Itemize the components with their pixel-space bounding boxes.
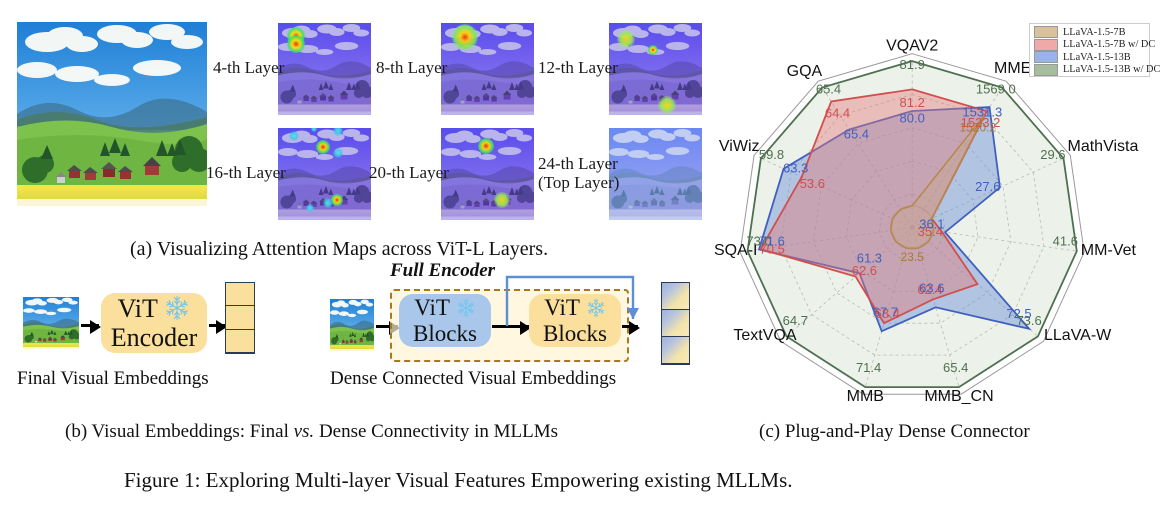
svg-text:MathVista: MathVista xyxy=(1068,138,1139,155)
svg-text:23.5: 23.5 xyxy=(901,250,925,264)
svg-text:67.7: 67.7 xyxy=(873,304,898,319)
svg-text:65.4: 65.4 xyxy=(844,127,869,142)
svg-text:GQA: GQA xyxy=(787,63,823,80)
svg-text:MMB_CN: MMB_CN xyxy=(924,388,993,405)
svg-text:80.0: 80.0 xyxy=(900,110,925,125)
svg-text:MME: MME xyxy=(994,60,1031,77)
svg-text:29.6: 29.6 xyxy=(1040,147,1065,162)
svg-text:71.6: 71.6 xyxy=(760,234,785,249)
svg-text:1520.2: 1520.2 xyxy=(959,120,996,134)
svg-text:63.3: 63.3 xyxy=(783,160,808,175)
svg-text:71.4: 71.4 xyxy=(856,360,881,375)
svg-text:MM-Vet: MM-Vet xyxy=(1081,242,1137,259)
svg-text:TextVQA: TextVQA xyxy=(733,327,796,344)
svg-text:36.1: 36.1 xyxy=(919,216,944,231)
svg-text:59.8: 59.8 xyxy=(759,147,784,162)
svg-text:63.6: 63.6 xyxy=(919,281,944,296)
svg-text:65.4: 65.4 xyxy=(943,360,968,375)
svg-text:81.2: 81.2 xyxy=(900,95,925,110)
svg-text:61.3: 61.3 xyxy=(857,251,882,266)
svg-text:65.4: 65.4 xyxy=(816,81,841,96)
svg-text:64.4: 64.4 xyxy=(825,105,850,120)
svg-text:MMB: MMB xyxy=(847,388,884,405)
svg-text:LLaVA-W: LLaVA-W xyxy=(1044,327,1112,344)
svg-text:41.6: 41.6 xyxy=(1053,234,1078,249)
svg-text:81.9: 81.9 xyxy=(900,57,925,72)
svg-text:72.5: 72.5 xyxy=(1006,306,1031,321)
svg-text:27.6: 27.6 xyxy=(975,179,1000,194)
svg-text:1569.0: 1569.0 xyxy=(976,81,1016,96)
svg-text:1531.3: 1531.3 xyxy=(962,104,1002,119)
svg-text:VQAV2: VQAV2 xyxy=(886,38,938,55)
svg-text:53.6: 53.6 xyxy=(800,176,825,191)
svg-text:64.7: 64.7 xyxy=(783,313,808,328)
svg-text:ViWiz: ViWiz xyxy=(719,138,760,155)
